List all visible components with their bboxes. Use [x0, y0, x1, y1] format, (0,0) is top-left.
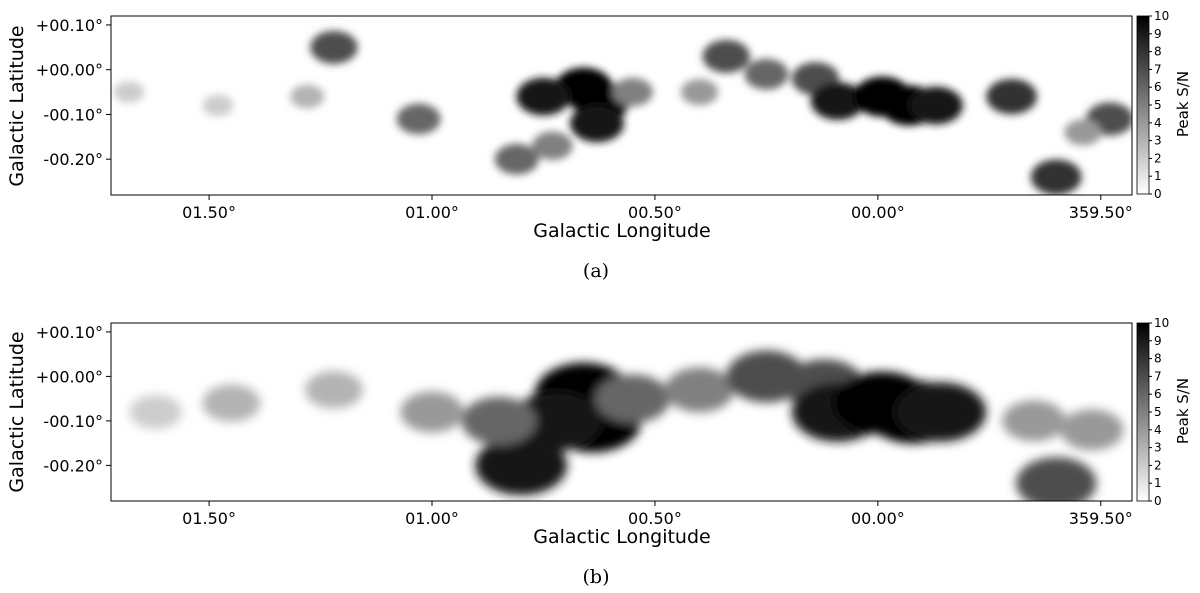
emission-blob: [532, 131, 573, 161]
emission-blob: [664, 367, 735, 413]
colorbar-tick-label: 10: [1154, 9, 1169, 23]
x-tick-label: 01.00°: [405, 203, 459, 222]
y-tick-label: -00.20°: [43, 150, 103, 169]
emission-blob: [461, 396, 537, 446]
colorbar-tick-label: 8: [1154, 352, 1162, 366]
emission-blob: [1002, 400, 1066, 442]
x-axis-label: Galactic Longitude: [533, 220, 710, 242]
colorbar: [1136, 322, 1150, 502]
plot-frame: [110, 15, 1133, 196]
colorbar-tick-label: 0: [1154, 187, 1162, 201]
map-figure-a: 01.50° 01.00° 00.50° 00.00° 359.50° +00.10°+…: [6, 9, 1192, 282]
x-tick-label: 359.50°: [1069, 509, 1133, 528]
emission-blob: [595, 374, 671, 423]
emission-blob: [810, 82, 865, 120]
colorbar-tick-label: 4: [1154, 116, 1162, 130]
colorbar-tick-label: 1: [1154, 476, 1162, 490]
colorbar-tick-label: 3: [1154, 441, 1162, 455]
emission-blob: [569, 104, 624, 143]
emission-layer: [129, 350, 1124, 501]
colorbar-tick-label: 9: [1154, 334, 1162, 348]
x-tick-label: 01.50°: [182, 203, 236, 222]
colorbar-tick-label: 6: [1154, 80, 1162, 94]
emission-blob: [702, 39, 750, 73]
colorbar-ticks: 0 1 2 3 4 5 6 7 8 9 10: [1149, 9, 1169, 201]
emission-blob: [494, 143, 539, 175]
colorbar-label: Peak S/N: [1174, 378, 1192, 444]
emission-blob: [744, 58, 789, 90]
x-tick-label: 359.50°: [1069, 203, 1133, 222]
emission-blob: [1015, 457, 1097, 501]
y-tick-label: +00.10°: [36, 16, 103, 35]
panel-b: 01.50° 01.00° 00.50° 00.00° 359.50° +00.10° +…: [0, 307, 1200, 589]
emission-blob: [129, 395, 182, 429]
y-tick-label: -00.20°: [43, 456, 103, 475]
y-axis-label: Galactic Latitude: [6, 25, 28, 186]
colorbar-tick-label: 3: [1154, 134, 1162, 148]
x-tick-label: 00.00°: [851, 203, 905, 222]
emission-blob: [202, 94, 234, 117]
map-figure-b: 01.50° 01.00° 00.50° 00.00° 359.50° +00.10°+…: [6, 316, 1192, 588]
emission-blob: [680, 79, 719, 106]
x-tick-label: 00.50°: [628, 509, 682, 528]
y-tick-group: +00.10° +00.00° -00.10° -00.20°: [36, 323, 111, 475]
emission-blob: [516, 77, 571, 116]
emission-blob: [894, 382, 987, 442]
x-tick-group: 01.50° 01.00° 00.50° 00.00° 359.50°: [182, 501, 1133, 528]
colorbar-tick-label: 1: [1154, 169, 1162, 183]
colorbar-tick-label: 8: [1154, 45, 1162, 59]
emission-blob: [1060, 409, 1124, 451]
colorbar: [1136, 15, 1150, 195]
colorbar-tick-label: 4: [1154, 423, 1162, 437]
emission-blob: [475, 435, 568, 496]
colorbar-tick-label: 2: [1154, 151, 1162, 165]
x-axis-label: Galactic Longitude: [533, 526, 710, 548]
x-tick-group: 01.50° 01.00° 00.50° 00.00° 359.50°: [182, 195, 1133, 222]
panel-caption: (a): [583, 260, 609, 282]
colorbar-tick-label: 7: [1154, 369, 1162, 383]
emission-blob: [1064, 119, 1102, 146]
emission-blob: [202, 384, 261, 422]
colorbar-tick-label: 5: [1154, 405, 1162, 419]
colorbar-tick-label: 0: [1154, 494, 1162, 508]
emission-blob: [986, 78, 1037, 115]
colorbar-tick-label: 9: [1154, 27, 1162, 41]
y-tick-label: +00.00°: [36, 61, 103, 80]
y-tick-label: -00.10°: [43, 105, 103, 124]
y-tick-group: +00.10° +00.00° -00.10° -00.20°: [36, 16, 111, 169]
y-axis-label: Galactic Latitude: [6, 331, 28, 492]
emission-blob: [113, 81, 145, 103]
emission-blob: [510, 391, 603, 451]
emission-blob: [400, 391, 464, 433]
colorbar-ticks: 0 1 2 3 4 5 6 7 8 9 10: [1149, 316, 1169, 508]
emission-blob: [1030, 159, 1082, 195]
colorbar-tick-label: 6: [1154, 387, 1162, 401]
colorbar-label: Peak S/N: [1174, 71, 1192, 137]
x-tick-label: 00.00°: [851, 509, 905, 528]
emission-blob: [396, 103, 441, 135]
colorbar-tick-label: 2: [1154, 458, 1162, 472]
colorbar-tick-label: 7: [1154, 62, 1162, 76]
x-tick-label: 01.00°: [405, 509, 459, 528]
emission-blob: [612, 77, 653, 107]
plot-frame: [110, 322, 1133, 502]
emission-layer: [113, 30, 1132, 195]
emission-blob: [305, 371, 363, 409]
emission-blob: [908, 86, 963, 125]
x-tick-label: 01.50°: [182, 509, 236, 528]
y-tick-label: +00.00°: [36, 367, 103, 386]
panel-caption: (b): [583, 566, 610, 588]
colorbar-tick-label: 10: [1154, 316, 1169, 330]
y-tick-label: +00.10°: [36, 323, 103, 342]
x-tick-label: 00.50°: [628, 203, 682, 222]
colorbar-tick-label: 5: [1154, 98, 1162, 112]
panel-a: 01.50° 01.00° 00.50° 00.00° 359.50° +00.10° +…: [0, 0, 1200, 295]
emission-blob: [310, 30, 358, 64]
emission-blob: [290, 84, 325, 109]
y-tick-label: -00.10°: [43, 412, 103, 431]
